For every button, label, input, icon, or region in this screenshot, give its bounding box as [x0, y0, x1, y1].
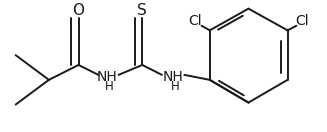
Text: Cl: Cl: [295, 14, 309, 28]
Text: NH: NH: [163, 70, 184, 84]
Text: S: S: [137, 3, 147, 18]
Text: O: O: [73, 3, 84, 18]
Text: H: H: [170, 80, 179, 93]
Text: NH: NH: [97, 70, 118, 84]
Text: H: H: [105, 80, 113, 93]
Text: Cl: Cl: [188, 14, 202, 28]
